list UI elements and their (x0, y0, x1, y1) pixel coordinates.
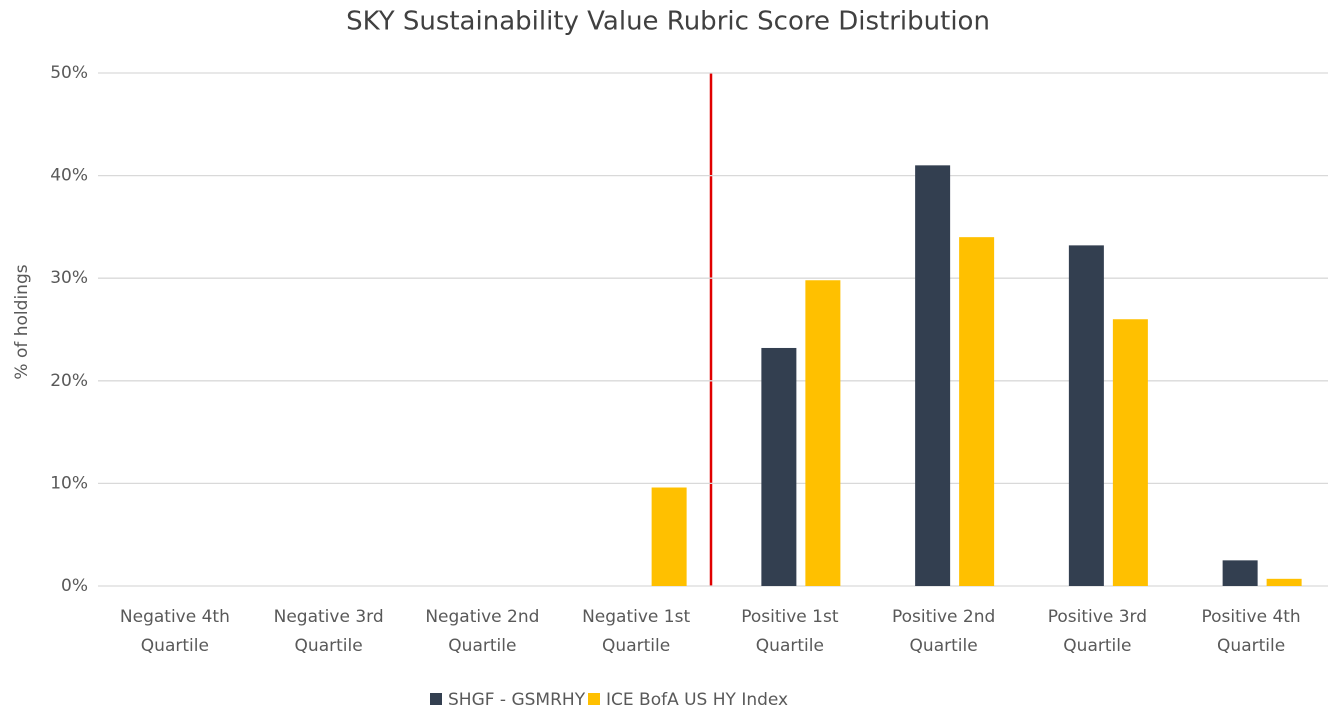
y-tick-label: 50% (50, 63, 88, 83)
legend-label: SHGF - GSMRHY (448, 690, 586, 710)
bar (1112, 319, 1148, 586)
legend-swatch (588, 693, 600, 705)
bar (1266, 578, 1302, 586)
x-tick-label: Negative 1st Quartile (582, 607, 690, 656)
bar (1068, 245, 1104, 587)
x-tick-label: Positive 1st Quartile (741, 607, 839, 656)
x-tick-label: Positive 2nd Quartile (892, 607, 995, 656)
chart-title: SKY Sustainability Value Rubric Score Di… (346, 7, 990, 37)
y-axis-label: % of holdings (12, 264, 32, 379)
x-tick-label: Negative 2nd Quartile (425, 607, 539, 656)
x-tick-label: Positive 4th Quartile (1202, 607, 1301, 656)
bar (805, 280, 841, 586)
y-tick-label: 10% (50, 473, 88, 493)
x-tick-label: Negative 3rd Quartile (274, 607, 384, 656)
x-tick-label: Negative 4th Quartile (120, 607, 230, 656)
bar (761, 347, 797, 586)
x-tick-label: Positive 3rd Quartile (1048, 607, 1147, 656)
bar (1222, 560, 1258, 586)
y-tick-label: 40% (50, 166, 88, 186)
y-tick-label: 0% (61, 576, 88, 596)
legend-label: ICE BofA US HY Index (606, 690, 788, 710)
bar (915, 165, 951, 586)
bar (651, 487, 687, 586)
bar (959, 237, 995, 586)
y-tick-label: 20% (50, 371, 88, 391)
y-tick-label: 30% (50, 268, 88, 288)
legend-swatch (430, 693, 442, 705)
